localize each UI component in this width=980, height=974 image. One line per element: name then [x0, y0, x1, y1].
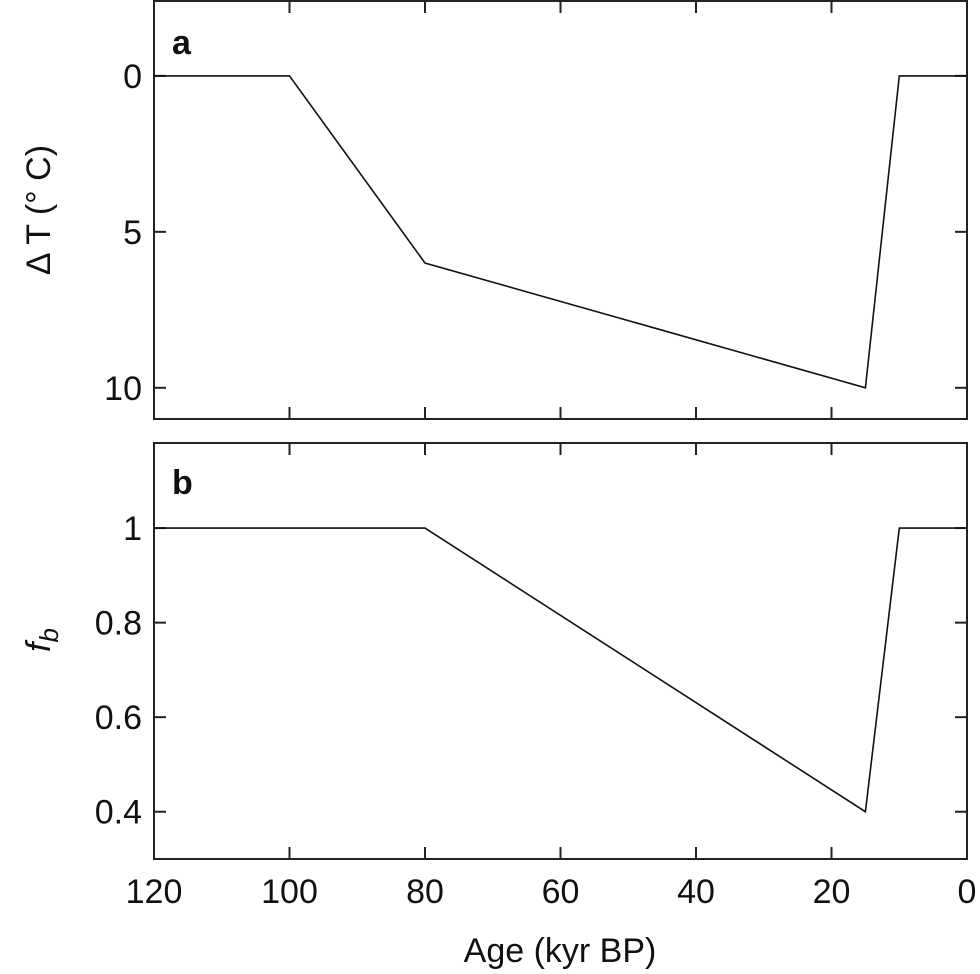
x-tick-label: 40: [677, 873, 715, 911]
panel-a-frame: [153, 0, 968, 420]
panel-a-y-ticks: 0 5 10: [104, 58, 967, 408]
panel-b-frame: [153, 442, 968, 860]
panel-a-series: [154, 75, 967, 389]
panel-a-x-ticks: [153, 1, 968, 419]
panel-b-series: [154, 527, 967, 814]
y-tick-label: 0: [123, 58, 142, 96]
y-tick-label: 1: [123, 510, 142, 548]
x-tick-label: 80: [406, 873, 444, 911]
panel-b-letter: b: [172, 464, 193, 502]
y-tick-label: 0.4: [95, 794, 142, 832]
panel-a-letter: a: [172, 24, 192, 62]
series-line: [154, 75, 967, 389]
panel-b: b 0.4 0.6 0.8 1 120 100 80 60 40 20 0 fb Age (kyr…: [20, 442, 977, 970]
panel-b-y-ticks: 0.4 0.6 0.8 1: [95, 510, 967, 832]
x-tick-label: 120: [126, 873, 183, 911]
panel-b-x-axis-title: Age (kyr BP): [464, 932, 657, 970]
y-tick-label: 10: [104, 370, 142, 408]
y-tick-label: 0.8: [95, 605, 142, 643]
y-tick-label: 0.6: [95, 699, 142, 737]
panel-a: a 0 5 10 Δ T (° C): [20, 0, 968, 420]
panel-b-x-ticks: 120 100 80 60 40 20 0: [126, 443, 977, 911]
x-tick-label: 100: [261, 873, 318, 911]
x-tick-label: 20: [813, 873, 851, 911]
panel-b-y-axis-title-sub: b: [34, 628, 64, 642]
series-line: [154, 527, 967, 814]
x-tick-label: 0: [958, 873, 977, 911]
panel-b-y-axis-title: fb: [20, 628, 64, 652]
y-tick-label: 5: [123, 214, 142, 252]
x-tick-label: 60: [542, 873, 580, 911]
panel-a-y-axis-title: Δ T (° C): [20, 145, 58, 275]
